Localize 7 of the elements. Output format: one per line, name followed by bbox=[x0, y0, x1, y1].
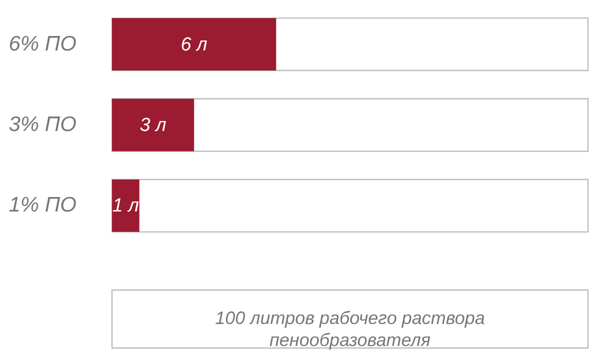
text: 100 литров рабочего раствора пенообразователя bbox=[215, 308, 485, 350]
data-label: 6 л bbox=[180, 34, 208, 56]
y-tick-label: 3% ПО bbox=[8, 113, 76, 136]
y-tick-label: 6% ПО bbox=[8, 32, 76, 56]
data-label: 3 л bbox=[140, 115, 167, 136]
data-label: 1 л bbox=[112, 196, 140, 217]
y-tick-label: 1% ПО bbox=[8, 194, 76, 217]
